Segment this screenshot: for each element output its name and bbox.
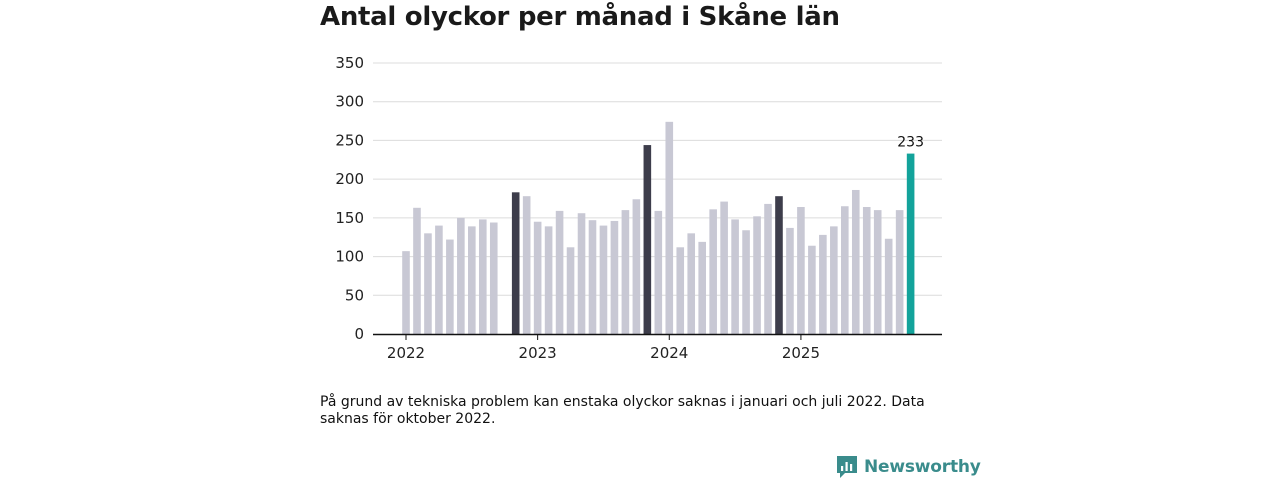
bar	[830, 226, 838, 334]
bar	[555, 210, 564, 334]
bar	[665, 121, 674, 334]
newsworthy-icon	[837, 456, 857, 478]
y-tick-label: 300	[335, 93, 364, 111]
bar	[698, 241, 706, 334]
bar	[797, 207, 805, 334]
bar	[731, 219, 739, 334]
data-labels: 233	[897, 135, 924, 151]
bar	[566, 247, 575, 334]
bar	[851, 189, 860, 334]
footnote: På grund av tekniska problem kan enstaka…	[320, 394, 925, 427]
bar	[621, 210, 630, 334]
bar	[632, 199, 641, 334]
x-axis-ticks: 2022 2023 2024 2025	[387, 334, 820, 362]
bar	[402, 251, 410, 334]
bar	[522, 196, 531, 334]
bar	[676, 247, 685, 334]
bar	[468, 226, 476, 334]
x-tick-label: 2025	[782, 344, 820, 362]
bar	[841, 206, 849, 334]
bar-highlight	[643, 145, 652, 334]
bar	[873, 210, 882, 334]
bar	[413, 207, 421, 334]
y-tick-label: 200	[335, 170, 364, 188]
bar	[687, 233, 696, 334]
y-axis-ticks: 0 50 100 150 200 250 300 350	[335, 54, 364, 343]
bar	[544, 226, 553, 334]
bar	[884, 238, 893, 334]
bar	[819, 234, 827, 334]
bar	[489, 222, 498, 334]
y-tick-label: 250	[335, 131, 364, 149]
bar	[808, 245, 816, 334]
bar	[435, 225, 443, 334]
bar	[533, 221, 542, 334]
bar	[742, 230, 750, 334]
bar	[424, 233, 432, 334]
bar	[786, 227, 794, 334]
bar-latest	[906, 153, 915, 334]
bar	[862, 207, 871, 334]
bar	[446, 239, 454, 334]
bar-highlight	[511, 192, 520, 334]
bar	[709, 209, 717, 334]
bar	[577, 213, 586, 334]
y-tick-label: 100	[335, 248, 364, 266]
y-tick-label: 0	[354, 325, 364, 343]
x-tick-label: 2023	[519, 344, 557, 362]
bar	[654, 210, 663, 334]
data-label: 233	[897, 135, 924, 151]
bar	[588, 220, 597, 334]
y-tick-label: 50	[345, 286, 364, 304]
brand-name: Newsworthy	[864, 457, 981, 477]
bar	[895, 210, 904, 334]
bar-highlight	[775, 196, 783, 334]
x-tick-label: 2024	[650, 344, 688, 362]
bar	[599, 225, 608, 334]
bar	[753, 216, 761, 334]
y-tick-label: 350	[335, 54, 364, 72]
y-tick-label: 150	[335, 209, 364, 227]
bar	[610, 220, 619, 334]
x-tick-label: 2022	[387, 344, 425, 362]
bar	[457, 217, 465, 334]
bars	[402, 121, 915, 334]
chart-title: Antal olyckor per månad i Skåne län	[320, 2, 840, 32]
bar	[720, 201, 728, 334]
bar	[478, 219, 487, 334]
bar	[764, 203, 772, 334]
brand-logo[interactable]: Newsworthy	[836, 455, 981, 479]
